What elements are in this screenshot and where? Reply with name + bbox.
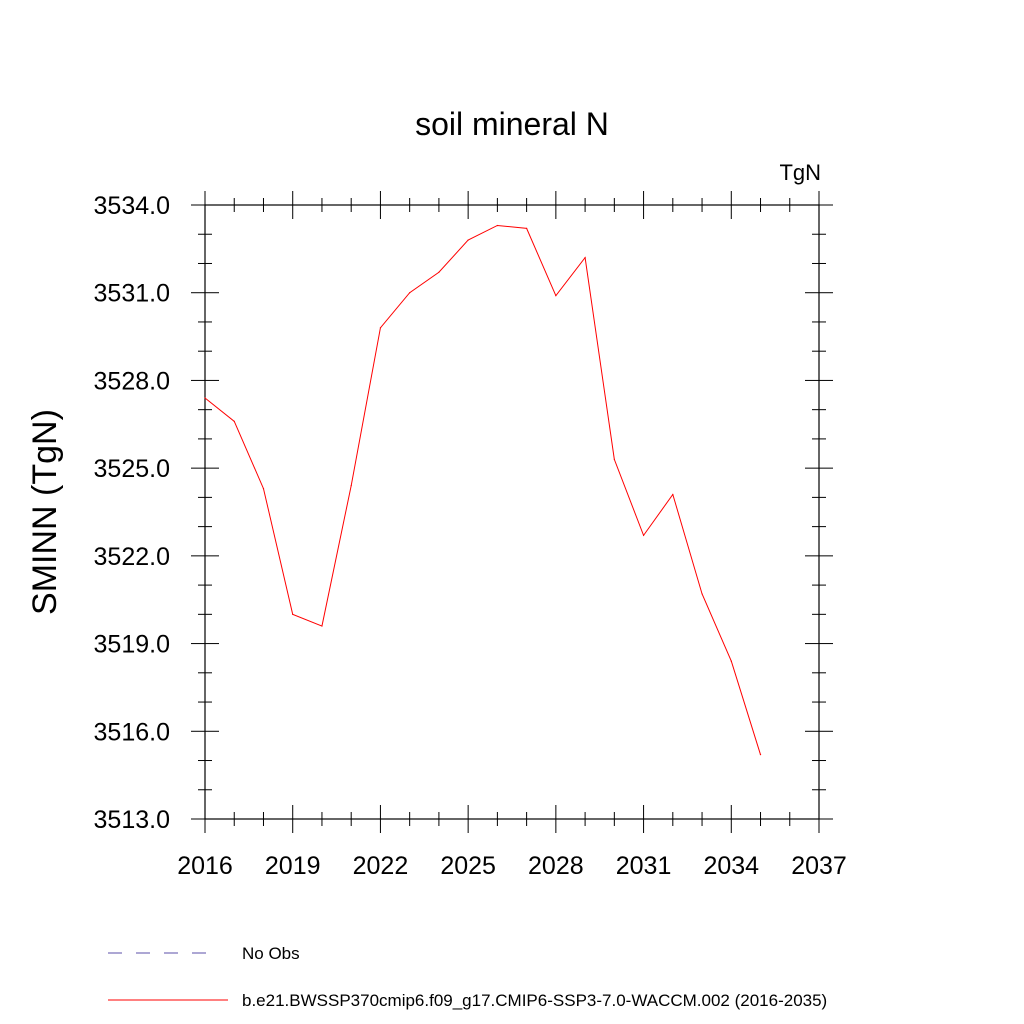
y-tick-label-3516.0: 3516.0 xyxy=(94,718,170,746)
data-point-2027 xyxy=(526,227,528,229)
y-tick-label-3522.0: 3522.0 xyxy=(94,543,170,571)
data-point-2022 xyxy=(379,327,382,329)
data-point-2020 xyxy=(321,625,323,627)
y-tick-label-3534.0: 3534.0 xyxy=(94,192,170,220)
legend-label-model-run: b.e21.BWSSP370cmip6.f09_g17.CMIP6-SSP3-7… xyxy=(242,991,827,1010)
data-point-2023 xyxy=(409,292,411,294)
units-label: TgN xyxy=(779,160,821,185)
x-tick-label-2034: 2034 xyxy=(703,852,759,880)
x-tick-label-2031: 2031 xyxy=(616,852,672,880)
y-axis-label: SMINN (TgN) xyxy=(26,409,64,615)
data-point-2016 xyxy=(204,397,206,399)
y-tick-label-3519.0: 3519.0 xyxy=(94,631,170,659)
data-point-2018 xyxy=(262,488,265,490)
y-tick-label-3513.0: 3513.0 xyxy=(94,806,170,834)
data-point-2019 xyxy=(292,613,294,615)
y-axis-ticks xyxy=(191,204,833,820)
data-point-2025 xyxy=(467,239,469,241)
x-tick-label-2016: 2016 xyxy=(177,852,233,880)
x-axis-tick-labels: 2016 2019 2022 2025 2028 2031 2034 2037 xyxy=(177,852,847,880)
x-axis-ticks xyxy=(204,191,820,833)
chart-title: soil mineral N xyxy=(415,106,609,142)
data-point-2026 xyxy=(496,224,498,227)
x-tick-label-2037: 2037 xyxy=(791,852,847,880)
legend-label-no-obs: No Obs xyxy=(242,944,300,963)
data-point-2017 xyxy=(233,420,235,422)
x-tick-label-2019: 2019 xyxy=(265,852,321,880)
series-layer xyxy=(204,224,762,756)
data-point-2035 xyxy=(759,754,762,756)
data-point-2032 xyxy=(672,493,674,496)
data-point-2028 xyxy=(555,295,557,297)
y-axis-tick-labels: 3513.0 3516.0 3519.0 3522.0 3525.0 3528.0 3531… xyxy=(94,192,170,834)
data-point-2021 xyxy=(350,485,352,487)
legend: No Obs b.e21.BWSSP370cmip6.f09_g17.CMIP6… xyxy=(108,944,827,1010)
y-tick-label-3525.0: 3525.0 xyxy=(94,455,170,483)
plot-frame xyxy=(204,204,820,820)
data-point-2024 xyxy=(438,271,440,273)
y-tick-label-3531.0: 3531.0 xyxy=(94,280,170,308)
x-tick-label-2022: 2022 xyxy=(353,852,409,880)
data-point-2029 xyxy=(584,257,586,259)
x-tick-label-2025: 2025 xyxy=(440,852,496,880)
x-tick-label-2028: 2028 xyxy=(528,852,584,880)
data-point-2030 xyxy=(613,458,615,460)
data-point-2031 xyxy=(642,534,645,536)
data-point-2033 xyxy=(701,593,703,595)
data-point-2034 xyxy=(730,660,732,662)
series-line-0 xyxy=(204,224,761,755)
y-tick-label-3528.0: 3528.0 xyxy=(94,367,170,395)
